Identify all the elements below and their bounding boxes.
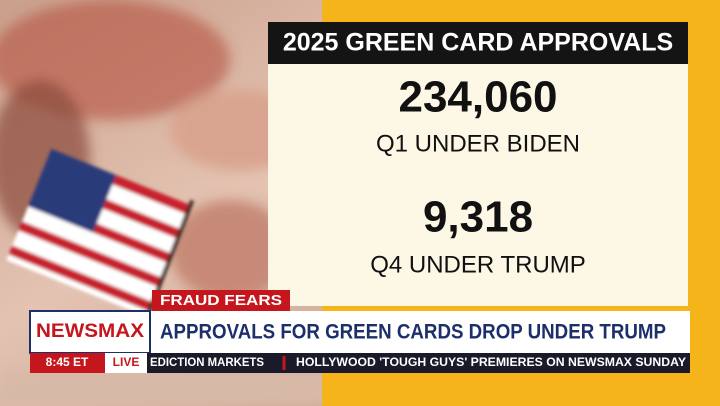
graphic-title: 2025 GREEN CARD APPROVALS <box>283 29 673 57</box>
time-box <box>30 353 105 373</box>
logo: NEWSMAX <box>36 321 144 342</box>
graphic-title-bar <box>268 22 688 64</box>
time: 8:45 ET <box>46 355 89 369</box>
live: LIVE <box>113 355 140 369</box>
stat-value: 234,060 <box>398 73 557 122</box>
tag: FRAUD FEARS <box>160 292 282 309</box>
graphic-card <box>268 22 688 306</box>
stat-value: 9,318 <box>423 193 533 242</box>
headline: APPROVALS FOR GREEN CARDS DROP UNDER TRU… <box>160 321 666 344</box>
ticker-item: HOLLYWOOD 'TOUGH GUYS' PREMIERES ON NEWS… <box>296 355 686 369</box>
stat-label: Q4 UNDER TRUMP <box>370 251 586 278</box>
ticker-item: EDICTION MARKETS <box>150 355 264 369</box>
logo-box <box>29 310 151 354</box>
live-box <box>105 353 147 373</box>
stat-label: Q1 UNDER BIDEN <box>376 130 580 157</box>
flag <box>6 148 195 328</box>
tag-box <box>152 290 290 311</box>
